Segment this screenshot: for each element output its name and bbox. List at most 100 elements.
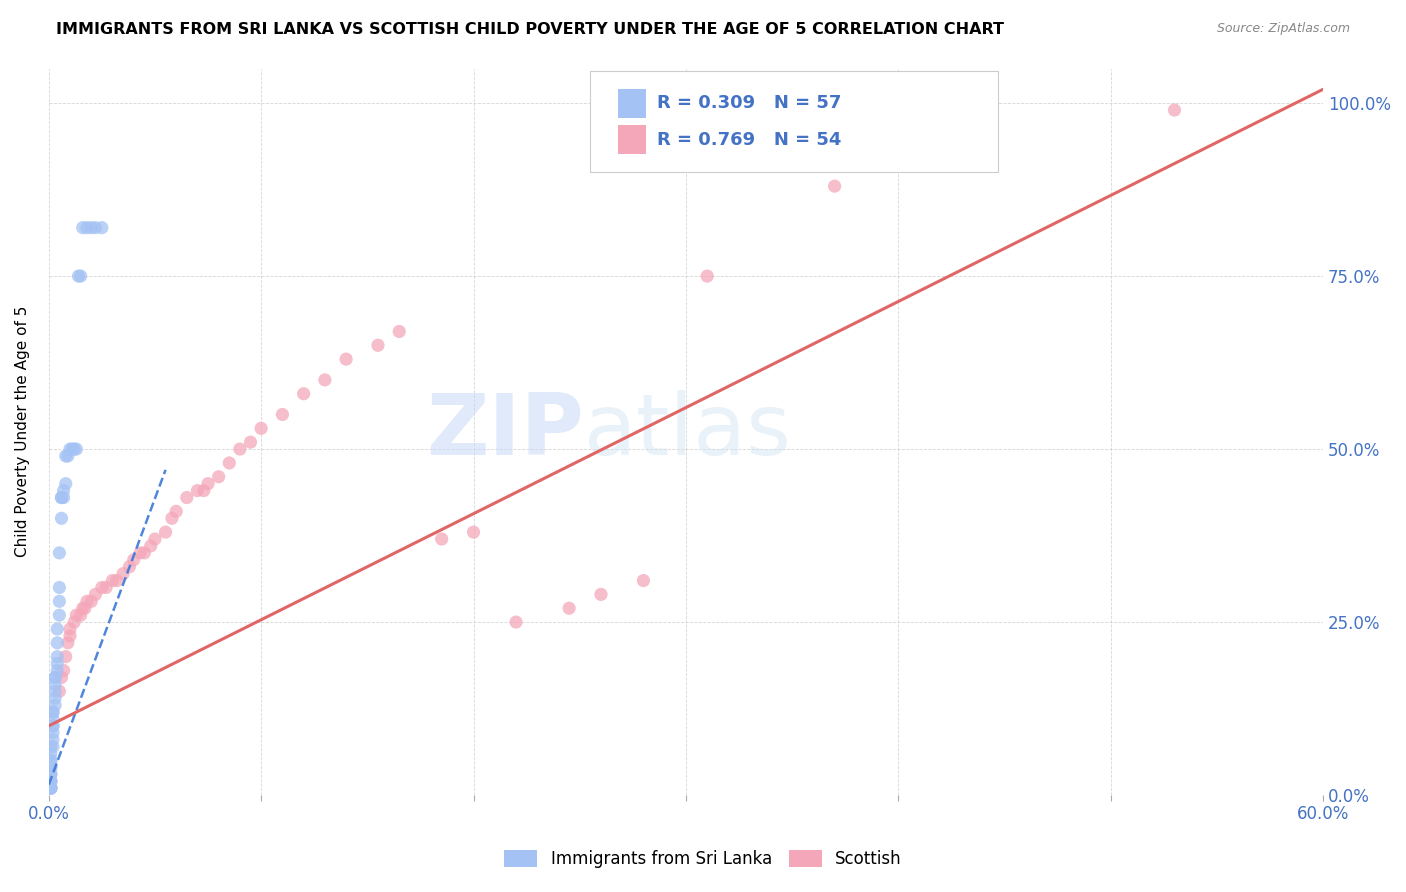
Point	[52, 491, 75, 505]
Point	[48, 684, 70, 698]
Point	[73, 601, 96, 615]
Point	[39, 781, 62, 796]
Point	[90, 220, 112, 235]
Point	[39, 739, 62, 754]
Point	[314, 373, 336, 387]
Point	[84, 220, 107, 235]
Point	[430, 532, 453, 546]
Point	[155, 525, 177, 540]
Point	[1163, 103, 1185, 117]
Point	[65, 442, 87, 456]
Point	[44, 684, 66, 698]
Point	[335, 352, 357, 367]
Point	[193, 483, 215, 498]
Point	[90, 581, 112, 595]
Point	[105, 574, 128, 588]
Point	[229, 442, 252, 456]
Point	[950, 124, 973, 138]
Point	[44, 677, 66, 691]
Point	[39, 760, 62, 774]
Point	[63, 615, 86, 629]
Point	[52, 483, 75, 498]
Point	[39, 774, 62, 789]
Point	[250, 421, 273, 435]
Point	[824, 179, 846, 194]
Point	[633, 574, 655, 588]
Point	[42, 739, 65, 754]
Point	[46, 622, 69, 636]
Point	[48, 594, 70, 608]
Point	[39, 754, 62, 768]
Legend: Immigrants from Sri Lanka, Scottish: Immigrants from Sri Lanka, Scottish	[498, 843, 908, 875]
Point	[69, 608, 91, 623]
Point	[67, 269, 90, 284]
Point	[48, 581, 70, 595]
Point	[44, 670, 66, 684]
Point	[39, 767, 62, 781]
Point	[208, 469, 231, 483]
Point	[42, 719, 65, 733]
Y-axis label: Child Poverty Under the Age of 5: Child Poverty Under the Age of 5	[15, 306, 30, 558]
Point	[59, 622, 82, 636]
Point	[505, 615, 527, 629]
Point	[292, 386, 315, 401]
Point	[80, 220, 103, 235]
Point	[46, 657, 69, 671]
Point	[51, 511, 73, 525]
Point	[39, 747, 62, 761]
Point	[51, 670, 73, 684]
Point	[44, 670, 66, 684]
Point	[388, 325, 411, 339]
Text: IMMIGRANTS FROM SRI LANKA VS SCOTTISH CHILD POVERTY UNDER THE AGE OF 5 CORRELATI: IMMIGRANTS FROM SRI LANKA VS SCOTTISH CH…	[56, 22, 1004, 37]
Point	[139, 539, 162, 553]
Point	[118, 559, 141, 574]
Point	[129, 546, 152, 560]
Point	[39, 767, 62, 781]
Point	[69, 269, 91, 284]
Point	[48, 608, 70, 623]
Point	[696, 269, 718, 284]
Point	[63, 442, 86, 456]
Text: Source: ZipAtlas.com: Source: ZipAtlas.com	[1216, 22, 1350, 36]
Point	[42, 712, 65, 726]
Point	[94, 581, 117, 595]
Point	[84, 587, 107, 601]
Point	[44, 698, 66, 712]
Point	[39, 774, 62, 789]
Point	[76, 594, 98, 608]
Point	[42, 705, 65, 719]
Text: R = 0.309   N = 57: R = 0.309 N = 57	[657, 95, 841, 112]
Point	[55, 449, 77, 463]
Point	[42, 705, 65, 719]
Point	[76, 220, 98, 235]
Point	[160, 511, 183, 525]
Point	[52, 664, 75, 678]
Point	[56, 636, 79, 650]
Point	[134, 546, 156, 560]
Point	[176, 491, 198, 505]
FancyBboxPatch shape	[619, 125, 647, 154]
Point	[165, 504, 187, 518]
Point	[60, 442, 83, 456]
Point	[218, 456, 240, 470]
Text: ZIP: ZIP	[426, 391, 583, 474]
Point	[46, 649, 69, 664]
Point	[44, 691, 66, 706]
Point	[197, 476, 219, 491]
Text: atlas: atlas	[583, 391, 792, 474]
Point	[46, 636, 69, 650]
Point	[51, 491, 73, 505]
Point	[101, 574, 124, 588]
Point	[65, 608, 87, 623]
Text: R = 0.769   N = 54: R = 0.769 N = 54	[657, 131, 841, 149]
Point	[51, 491, 73, 505]
Point	[72, 220, 94, 235]
Point	[80, 594, 103, 608]
Point	[239, 435, 262, 450]
FancyBboxPatch shape	[591, 71, 998, 171]
Point	[55, 649, 77, 664]
Point	[72, 601, 94, 615]
Point	[122, 553, 145, 567]
Point	[558, 601, 581, 615]
Point	[463, 525, 485, 540]
